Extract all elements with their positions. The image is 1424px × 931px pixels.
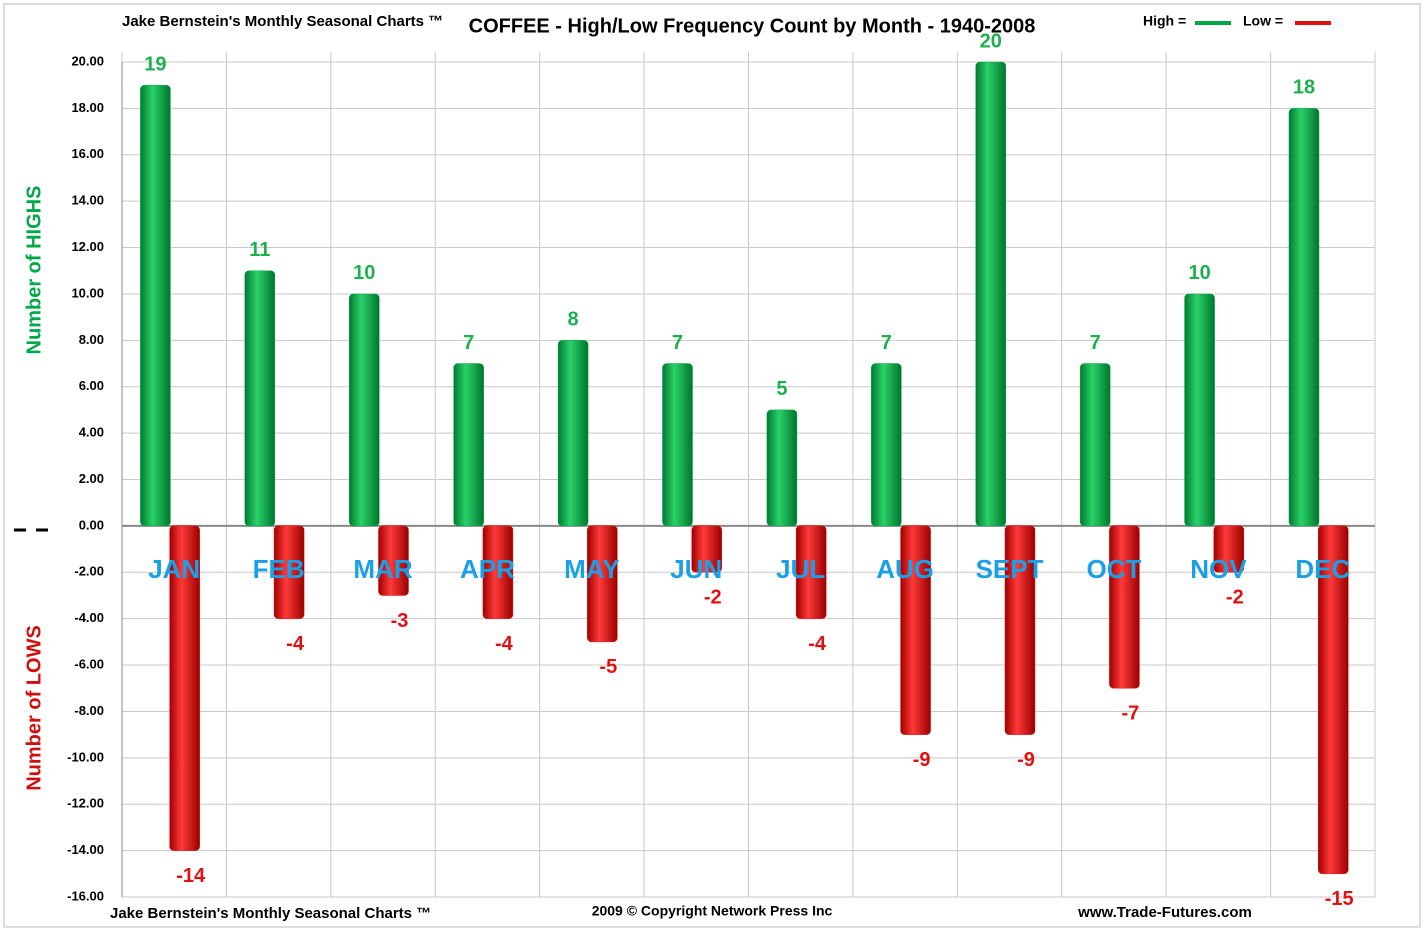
bar bbox=[273, 525, 305, 619]
y-tick-label: 16.00 bbox=[71, 146, 104, 161]
y-tick-label: 14.00 bbox=[71, 193, 104, 208]
header: Jake Bernstein's Monthly Seasonal Charts… bbox=[122, 13, 443, 30]
y-tick-label: -8.00 bbox=[74, 703, 104, 718]
value-label: 7 bbox=[1090, 332, 1101, 354]
value-label: 10 bbox=[1188, 262, 1210, 284]
value-label: 20 bbox=[980, 30, 1002, 52]
bar bbox=[1213, 525, 1245, 573]
footer-right: www.Trade-Futures.com bbox=[1077, 904, 1252, 921]
value-label: -4 bbox=[286, 633, 305, 655]
y-tick-label: -10.00 bbox=[67, 749, 104, 764]
bar bbox=[691, 525, 722, 573]
value-label: -4 bbox=[495, 633, 514, 655]
value-label: -5 bbox=[599, 656, 617, 678]
x-tick-label: FEB bbox=[253, 554, 305, 584]
value-label: 8 bbox=[568, 309, 579, 331]
x-tick-label: NOV bbox=[1190, 554, 1247, 584]
y-tick-label: -16.00 bbox=[67, 888, 104, 903]
x-tick-label: JUL bbox=[776, 554, 825, 584]
bar bbox=[1079, 363, 1111, 527]
y-tick-label: 4.00 bbox=[79, 425, 104, 440]
x-tick-label: DEC bbox=[1295, 554, 1350, 584]
value-label: -14 bbox=[176, 865, 206, 887]
bar bbox=[378, 525, 409, 596]
value-label: -2 bbox=[1226, 587, 1244, 609]
y-tick-label: -6.00 bbox=[74, 656, 104, 671]
y-tick-label: -12.00 bbox=[67, 796, 104, 811]
value-label: 11 bbox=[249, 239, 270, 261]
y-axis-label-low: Number of LOWS bbox=[23, 625, 45, 791]
bar bbox=[557, 340, 589, 527]
value-label: 10 bbox=[353, 262, 375, 284]
value-label: -9 bbox=[913, 749, 931, 771]
value-label: 7 bbox=[672, 332, 683, 354]
value-label: -7 bbox=[1122, 703, 1140, 725]
footer-left: Jake Bernstein's Monthly Seasonal Charts… bbox=[110, 905, 431, 922]
frame bbox=[3, 3, 1421, 928]
y-tick-label: 12.00 bbox=[71, 239, 104, 254]
y-axis-label-high: Number of HIGHS bbox=[23, 186, 45, 355]
chart-title: COFFEE - High/Low Frequency Count by Mon… bbox=[469, 15, 1036, 37]
value-label: 18 bbox=[1293, 77, 1315, 99]
bar bbox=[1317, 525, 1349, 875]
bar bbox=[140, 84, 171, 527]
x-tick-label: MAR bbox=[353, 554, 412, 584]
x-tick-label: JAN bbox=[148, 554, 200, 584]
bar bbox=[482, 525, 514, 619]
y-tick-label: -4.00 bbox=[74, 610, 104, 625]
y-tick-label: 0.00 bbox=[79, 517, 104, 532]
value-label: -2 bbox=[704, 587, 722, 609]
y-tick-label: 6.00 bbox=[79, 378, 104, 393]
y-tick-label: 10.00 bbox=[71, 285, 104, 300]
x-tick-label: MAY bbox=[564, 554, 619, 584]
bar bbox=[453, 363, 484, 527]
bar bbox=[1184, 293, 1215, 527]
value-label: -3 bbox=[391, 610, 409, 632]
bar bbox=[244, 270, 276, 527]
bar bbox=[662, 363, 693, 527]
value-label: -4 bbox=[808, 633, 827, 655]
footer-center: 2009 © Copyright Network Press Inc bbox=[592, 903, 833, 919]
legend-label: High = bbox=[1143, 13, 1186, 29]
y-tick-label: -2.00 bbox=[74, 564, 104, 579]
bar bbox=[169, 525, 200, 851]
bar bbox=[1109, 525, 1140, 689]
bar bbox=[348, 293, 380, 527]
y-tick-label: 18.00 bbox=[71, 100, 104, 115]
bar bbox=[1288, 108, 1320, 527]
y-tick-label: 2.00 bbox=[79, 471, 104, 486]
x-tick-label: OCT bbox=[1087, 554, 1142, 584]
y-tick-label: 20.00 bbox=[71, 53, 104, 68]
y-tick-label: -14.00 bbox=[67, 842, 104, 857]
value-label: -15 bbox=[1325, 888, 1354, 910]
x-tick-label: AUG bbox=[876, 554, 934, 584]
y-tick-label: 8.00 bbox=[79, 332, 104, 347]
bar bbox=[900, 525, 931, 735]
bar bbox=[795, 525, 827, 619]
value-label: -9 bbox=[1017, 749, 1035, 771]
value-label: 7 bbox=[463, 332, 474, 354]
bar bbox=[587, 525, 618, 643]
value-label: 5 bbox=[776, 378, 787, 400]
bar bbox=[871, 363, 902, 527]
bar bbox=[975, 61, 1006, 527]
x-tick-label: SEPT bbox=[976, 554, 1044, 584]
value-label: 7 bbox=[881, 332, 892, 354]
x-tick-label: JUN bbox=[670, 554, 722, 584]
x-tick-label: APR bbox=[460, 554, 515, 584]
value-label: 19 bbox=[144, 53, 166, 75]
bar bbox=[766, 409, 798, 527]
bar bbox=[1004, 525, 1036, 735]
legend-label: Low = bbox=[1243, 13, 1283, 29]
